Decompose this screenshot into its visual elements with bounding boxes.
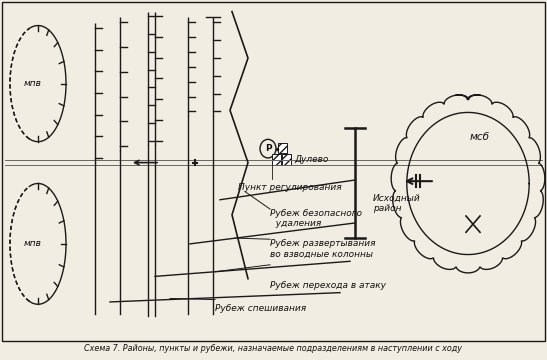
Text: мсб: мсб [470,132,490,142]
Text: Р: Р [265,144,271,153]
Text: Дулево: Дулево [294,154,328,163]
Text: Пункт регулирования: Пункт регулирования [238,184,342,193]
Bar [278,143,287,153]
Text: Схема 7. Районы, пункты и рубежи, назначаемые подразделениям в наступлении с ход: Схема 7. Районы, пункты и рубежи, назнач… [84,344,463,353]
Bar [272,154,281,165]
Text: Исходный
район: Исходный район [373,194,421,213]
Text: мпв: мпв [24,239,42,248]
Bar [282,154,291,165]
Text: мпв: мпв [24,79,42,88]
Text: Рубеж развертывания
во взводные колонны: Рубеж развертывания во взводные колонны [270,239,375,258]
Text: Рубеж безопасного
  удаления: Рубеж безопасного удаления [270,209,362,229]
Text: Рубеж перехода в атаку: Рубеж перехода в атаку [270,281,386,290]
Text: Рубеж спешивания: Рубеж спешивания [215,304,306,313]
